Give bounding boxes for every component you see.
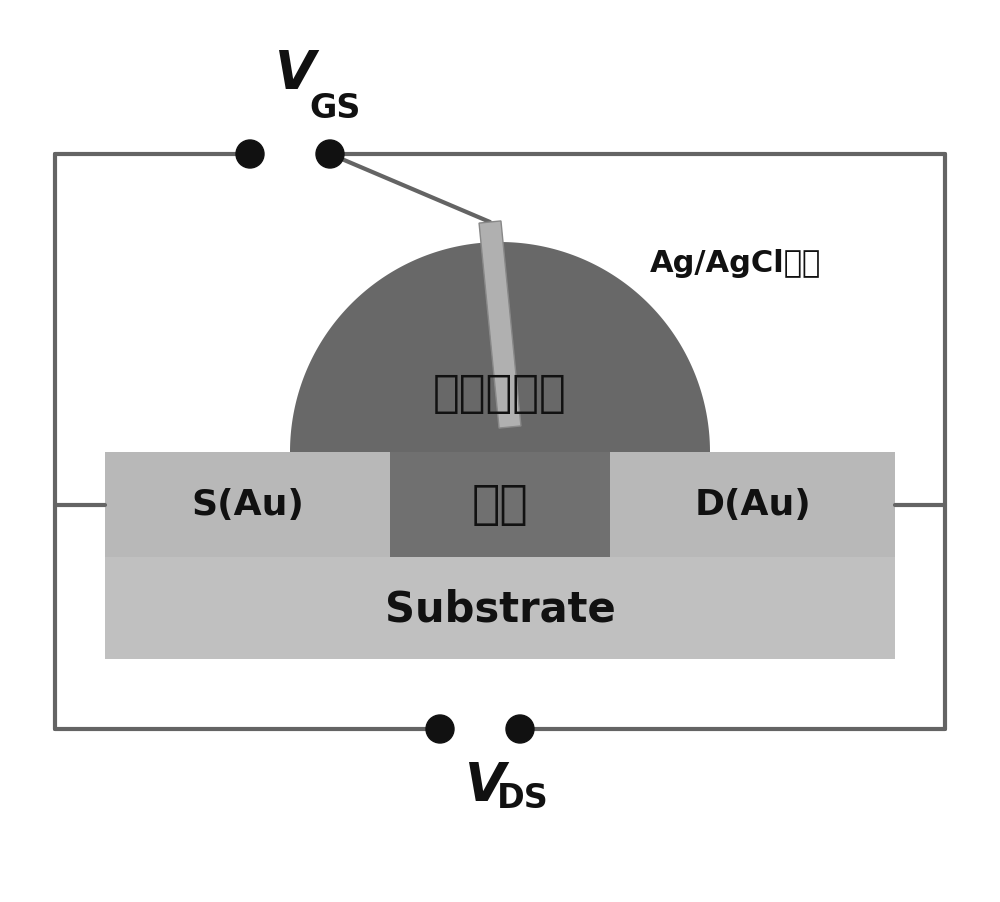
- Text: DS: DS: [497, 781, 549, 815]
- Text: S(Au): S(Au): [191, 488, 304, 522]
- Text: D(Au): D(Au): [694, 488, 811, 522]
- Circle shape: [426, 715, 454, 743]
- Text: 电解质溶液: 电解质溶液: [433, 371, 567, 414]
- Bar: [610, 453, 895, 557]
- Polygon shape: [290, 243, 710, 453]
- Text: Ag/AgCl电极: Ag/AgCl电极: [650, 248, 821, 277]
- Text: GS: GS: [309, 92, 361, 124]
- Bar: [105, 557, 895, 659]
- Circle shape: [236, 141, 264, 169]
- Bar: [105, 453, 390, 557]
- Circle shape: [316, 141, 344, 169]
- Text: V: V: [275, 48, 315, 100]
- Text: V: V: [465, 759, 505, 811]
- Text: Substrate: Substrate: [385, 587, 615, 630]
- Bar: [479, 222, 521, 428]
- Text: 沟道: 沟道: [472, 483, 528, 528]
- Circle shape: [506, 715, 534, 743]
- Bar: [390, 453, 610, 557]
